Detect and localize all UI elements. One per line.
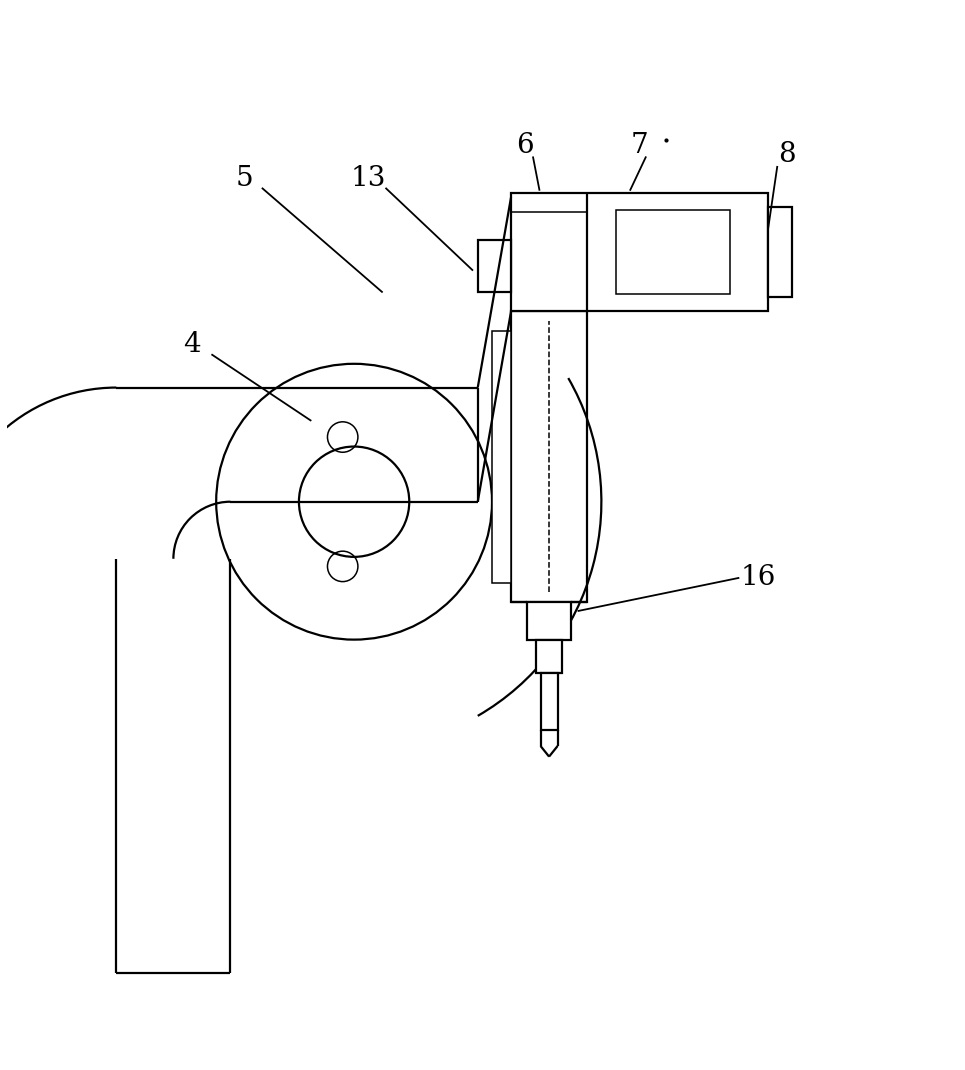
Text: 6: 6 bbox=[516, 132, 534, 158]
Bar bbox=[492, 331, 511, 582]
Text: 8: 8 bbox=[778, 141, 796, 168]
Bar bbox=[511, 311, 587, 601]
Bar bbox=[536, 640, 563, 673]
Bar bbox=[540, 673, 558, 730]
Text: 4: 4 bbox=[183, 332, 202, 358]
Text: 5: 5 bbox=[235, 165, 254, 192]
Text: 16: 16 bbox=[740, 564, 776, 592]
Bar bbox=[511, 193, 768, 311]
Bar bbox=[768, 207, 791, 297]
Text: 7: 7 bbox=[630, 132, 648, 158]
Bar bbox=[527, 601, 571, 640]
Bar bbox=[616, 210, 730, 294]
Text: 13: 13 bbox=[350, 165, 386, 192]
Bar bbox=[478, 240, 511, 292]
